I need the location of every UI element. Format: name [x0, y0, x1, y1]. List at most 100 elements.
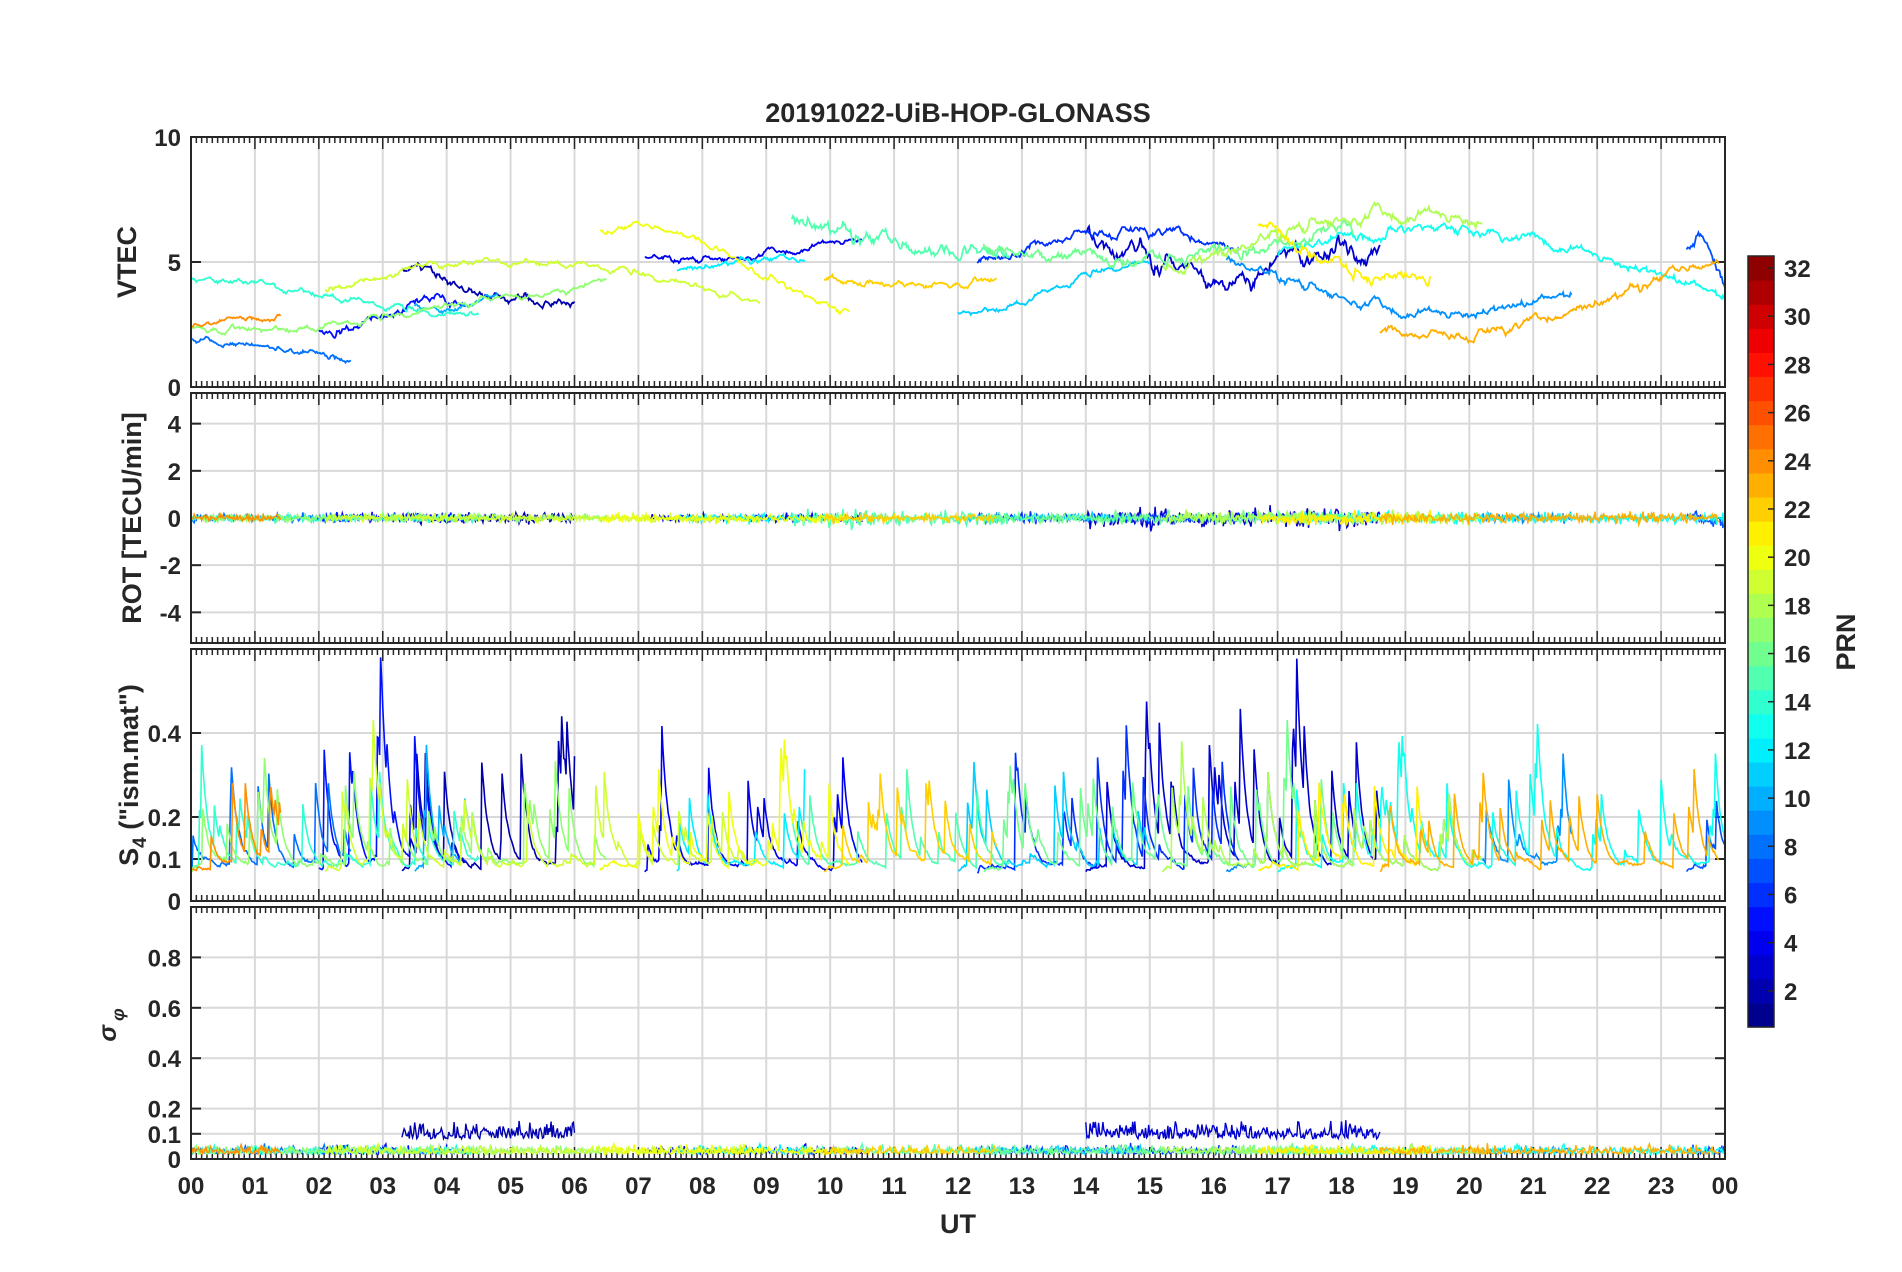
y-tick-label: 0.6 [148, 996, 181, 1023]
y-tick-label: 0.1 [148, 1122, 181, 1149]
s4-ticks: 0 0.1 0.2 0.4 [148, 649, 1726, 916]
colorbar-tick-label: 26 [1784, 401, 1811, 428]
x-tick-label: 12 [945, 1173, 972, 1200]
rot-ylabel: ROT [TECU/min] [117, 412, 147, 623]
y-tick-label: 0.2 [148, 805, 181, 832]
rot-series-prn-20 [599, 510, 850, 526]
vtec-series-prn-4 [644, 237, 863, 265]
vtec-series-prn-17 [190, 277, 607, 336]
sigma-series-prn-24 [190, 1142, 282, 1156]
colorbar-tick-label: 8 [1784, 834, 1797, 861]
s4-series-prn-24 [190, 783, 282, 872]
vtec-series-prn-9 [1225, 255, 1573, 320]
vtec-series-prn-19 [324, 256, 761, 304]
colorbar-tick-label: 18 [1784, 593, 1811, 620]
vtec-series-prn-6 [976, 225, 1240, 264]
x-tick-label: 22 [1584, 1173, 1611, 1200]
y-tick-label: 0 [168, 375, 181, 402]
y-tick-label: 0 [168, 1147, 181, 1174]
s4-series-prn-19 [324, 719, 761, 873]
colorbar-tick-label: 24 [1784, 449, 1811, 476]
vtec-series-prn-22 [823, 272, 998, 290]
colorbar-tick-label: 6 [1784, 882, 1797, 909]
vtec-series-prn-15 [790, 214, 1010, 263]
y-tick-label: 0 [168, 506, 181, 533]
y-tick-label: 4 [168, 412, 182, 439]
sigma-series-prn-3 [1085, 1120, 1381, 1142]
vtec-series-prn-3 [1085, 223, 1381, 292]
vtec-series-prn-24 [190, 313, 282, 328]
rot-lines [190, 505, 1726, 532]
colorbar-frame [1747, 255, 1775, 1028]
x-tick-label: 21 [1520, 1173, 1547, 1200]
x-tick-label: 17 [1264, 1173, 1291, 1200]
colorbar-cell [1748, 617, 1774, 643]
x-tick-label: 10 [817, 1173, 844, 1200]
colorbar-tick-label: 14 [1784, 690, 1811, 717]
y-tick-label: 10 [154, 125, 181, 152]
sigma-series-prn-23 [1379, 1141, 1720, 1157]
x-tick-label: 20 [1456, 1173, 1483, 1200]
vtec-series-prn-8 [190, 335, 352, 365]
x-tick-label: 02 [305, 1173, 332, 1200]
x-tick-label: 00 [178, 1173, 205, 1200]
rot-series-prn-24 [190, 512, 282, 525]
chart-title: 20191022-UiB-HOP-GLONASS [765, 98, 1151, 128]
x-tick-label: 09 [753, 1173, 780, 1200]
s4-series-prn-22 [823, 773, 998, 873]
x-tick-label: 15 [1136, 1173, 1163, 1200]
y-tick-label: 0.2 [148, 1097, 181, 1124]
panel-rot: -4 -2 0 2 4 ROT [TECU/min] [117, 392, 1726, 644]
y-tick-label: 0.8 [148, 945, 181, 972]
x-tick-label: 11 [881, 1173, 906, 1200]
vtec-series-prn-23 [1379, 258, 1720, 345]
x-tick-labels: 00 01 02 03 04 05 06 07 08 09 10 11 12 13 14 15 16 17 18 19… [178, 1173, 1739, 1200]
colorbar-cell [1748, 713, 1774, 739]
vtec-series-prn-20 [599, 220, 850, 316]
vtec-series-prn-12 [676, 253, 806, 272]
y-tick-label: 0.4 [148, 1046, 182, 1073]
colorbar-tick-label: 12 [1784, 738, 1811, 765]
x-tick-label: 07 [625, 1173, 652, 1200]
s4-series-prn-16 [983, 719, 1355, 873]
colorbar-cell [1748, 858, 1774, 884]
colorbar-cell [1748, 810, 1774, 835]
colorbar-label: PRN [1831, 613, 1861, 670]
colorbar-cell [1748, 665, 1774, 691]
x-tick-label: 19 [1392, 1173, 1419, 1200]
x-tick-label: 13 [1009, 1173, 1036, 1200]
x-tick-label: 08 [689, 1173, 716, 1200]
vtec-axes-frame [190, 136, 1726, 388]
s4-series-prn-23 [1379, 769, 1720, 873]
colorbar-cell [1748, 472, 1774, 498]
vtec-series-prn-7 [1685, 229, 1726, 289]
vtec-series-prn-2 [401, 261, 576, 311]
colorbar-tick-label: 22 [1784, 497, 1811, 524]
colorbar-tick-label: 10 [1784, 786, 1811, 813]
sigma-series-prn-22 [823, 1143, 998, 1156]
colorbar-tick-label: 32 [1784, 256, 1811, 283]
y-tick-label: 0 [168, 889, 181, 916]
colorbar-cell [1748, 280, 1774, 305]
sigma-series-prn-20 [599, 1141, 850, 1157]
colorbar-cell [1748, 376, 1774, 402]
rot-series-prn-21 [1258, 509, 1432, 527]
y-tick-label: -2 [160, 553, 181, 580]
x-tick-label: 03 [369, 1173, 396, 1200]
s4-series-prn-3 [1085, 658, 1381, 873]
sigma-axes-frame [190, 906, 1726, 1160]
colorbar-cell [1748, 569, 1774, 594]
vtec-series-prn-21 [1257, 221, 1432, 288]
colorbar-cell [1748, 761, 1774, 787]
x-tick-label: 23 [1648, 1173, 1675, 1200]
vtec-lines [190, 200, 1726, 365]
sigma-series-prn-21 [1257, 1143, 1432, 1157]
x-tick-label: 14 [1072, 1173, 1099, 1200]
y-tick-label: 2 [168, 459, 181, 486]
y-tick-label: 0.4 [148, 721, 182, 748]
rot-series-prn-22 [823, 510, 997, 526]
x-tick-label: 05 [497, 1173, 524, 1200]
